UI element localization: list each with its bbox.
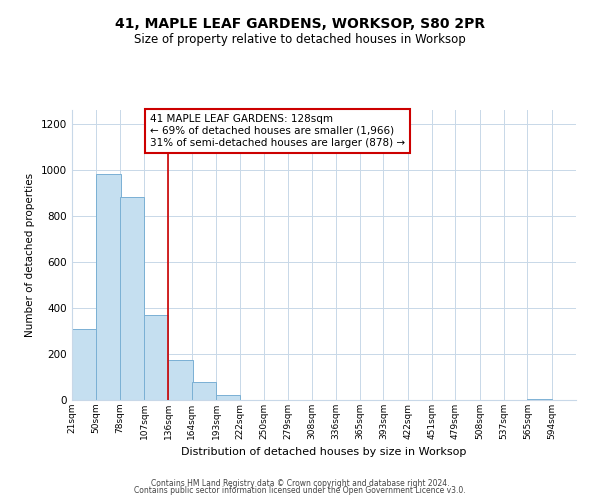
Bar bbox=[168, 360, 193, 400]
Bar bbox=[192, 382, 216, 400]
Bar bbox=[96, 174, 121, 400]
Text: 41 MAPLE LEAF GARDENS: 128sqm
← 69% of detached houses are smaller (1,966)
31% o: 41 MAPLE LEAF GARDENS: 128sqm ← 69% of d… bbox=[150, 114, 405, 148]
Text: Contains public sector information licensed under the Open Government Licence v3: Contains public sector information licen… bbox=[134, 486, 466, 495]
Text: 41, MAPLE LEAF GARDENS, WORKSOP, S80 2PR: 41, MAPLE LEAF GARDENS, WORKSOP, S80 2PR bbox=[115, 18, 485, 32]
X-axis label: Distribution of detached houses by size in Worksop: Distribution of detached houses by size … bbox=[181, 448, 467, 458]
Text: Size of property relative to detached houses in Worksop: Size of property relative to detached ho… bbox=[134, 32, 466, 46]
Bar bbox=[216, 396, 240, 400]
Bar bbox=[527, 399, 552, 400]
Bar bbox=[144, 315, 168, 400]
Text: Contains HM Land Registry data © Crown copyright and database right 2024.: Contains HM Land Registry data © Crown c… bbox=[151, 478, 449, 488]
Bar bbox=[72, 328, 96, 400]
Bar bbox=[120, 198, 144, 400]
Y-axis label: Number of detached properties: Number of detached properties bbox=[25, 173, 35, 337]
